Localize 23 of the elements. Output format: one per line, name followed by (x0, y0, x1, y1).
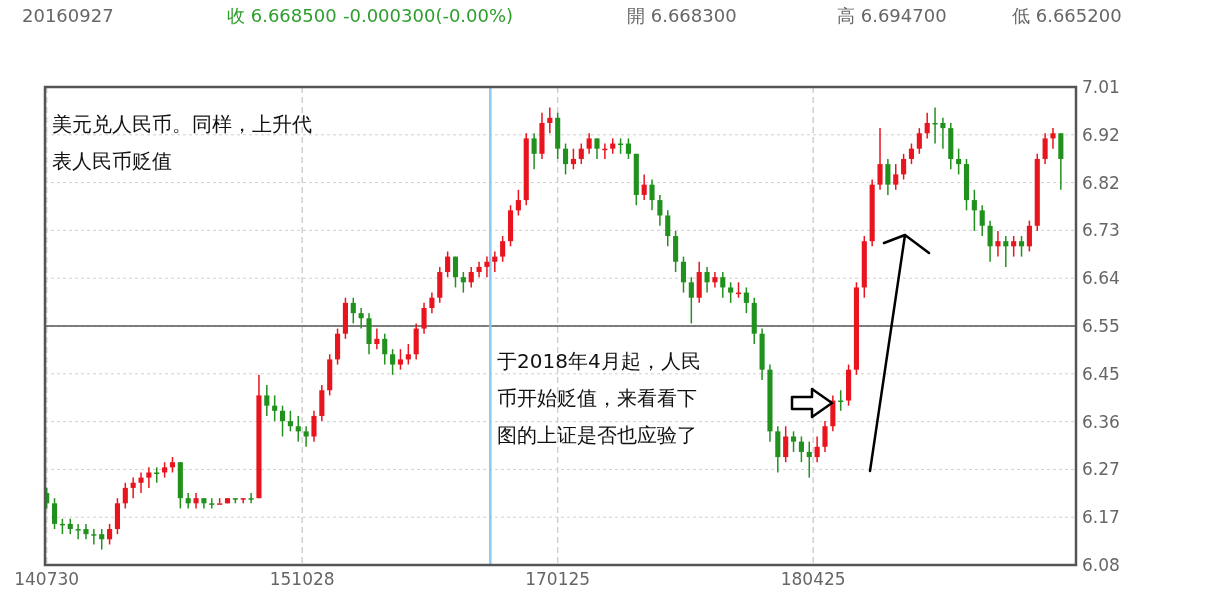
y-tick-label: 6.27 (1082, 459, 1120, 480)
text: 開 6.668300 (627, 5, 737, 26)
text: -0.000300(-0.00%) (343, 5, 514, 26)
y-tick-label: 6.36 (1082, 411, 1120, 432)
x-tick-label: 180425 (780, 569, 846, 589)
x-tick-label: 151028 (269, 569, 335, 589)
y-tick-label: 7.01 (1082, 77, 1120, 97)
annotation: 于2018年4月起，人民币开始贬值，来看看下图的上证是否也应验了 (497, 349, 701, 447)
text: 高 6.694700 (837, 5, 947, 26)
y-tick-label: 6.55 (1082, 316, 1120, 336)
x-tick-label: 140730 (14, 569, 80, 589)
y-tick-label: 6.82 (1082, 172, 1120, 193)
y-tick-label: 6.17 (1082, 507, 1120, 528)
y-tick-label: 6.92 (1082, 124, 1120, 145)
y-tick-label: 6.45 (1082, 363, 1120, 384)
annotation: 美元兑人民币。同样，上升代表人民币贬值 (52, 112, 312, 173)
x-tick-label: 170125 (525, 569, 591, 589)
text: 低 6.665200 (1012, 5, 1122, 26)
y-tick-label: 6.64 (1082, 268, 1120, 289)
y-tick-label: 6.08 (1082, 555, 1120, 575)
text: 收 6.668500 (227, 5, 337, 26)
text: 20160927 (22, 5, 114, 26)
y-tick-label: 6.73 (1082, 220, 1120, 241)
